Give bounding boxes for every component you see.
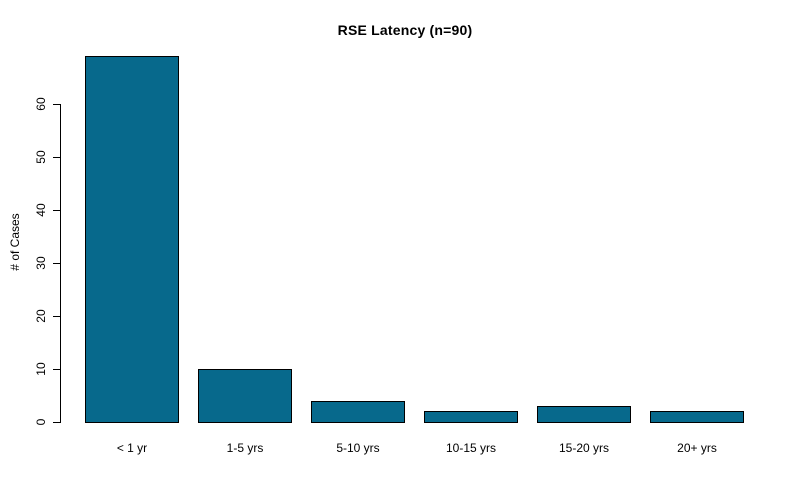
y-axis-tick [53,422,60,423]
y-axis-tick-label: 60 [34,97,48,111]
y-axis-tick-label: 30 [34,256,48,270]
y-axis-line [60,104,61,423]
y-axis-tick-label: 50 [34,150,48,164]
y-axis-tick [53,210,60,211]
y-axis-tick [53,104,60,105]
x-axis-category-label: 10-15 yrs [445,441,497,455]
y-axis-tick-label: 10 [34,362,48,376]
bar-5-10-yrs [311,400,405,423]
x-axis-category-label: 5-10 yrs [336,441,380,455]
y-axis-tick [53,369,60,370]
x-axis-category-label: < 1 yr [116,441,148,455]
y-axis-tick-label: 0 [34,418,48,426]
y-axis-tick [53,316,60,317]
bar--1-yr [85,56,179,423]
x-axis-category-label: 20+ yrs [677,441,717,455]
y-axis-tick [53,263,60,264]
bar-10-15-yrs [424,411,518,423]
x-axis-category-label: 1-5 yrs [226,441,264,455]
bar-15-20-yrs [537,406,631,423]
y-axis-tick-label: 20 [34,309,48,323]
x-axis-category-label: 15-20 yrs [558,441,610,455]
bar-20-yrs [650,411,744,423]
bar-1-5-yrs [198,369,292,423]
y-axis-tick-label: 40 [34,203,48,217]
y-axis-tick [53,157,60,158]
chart-title: RSE Latency (n=90) [337,22,473,38]
y-axis-title: # of Cases [8,213,22,271]
